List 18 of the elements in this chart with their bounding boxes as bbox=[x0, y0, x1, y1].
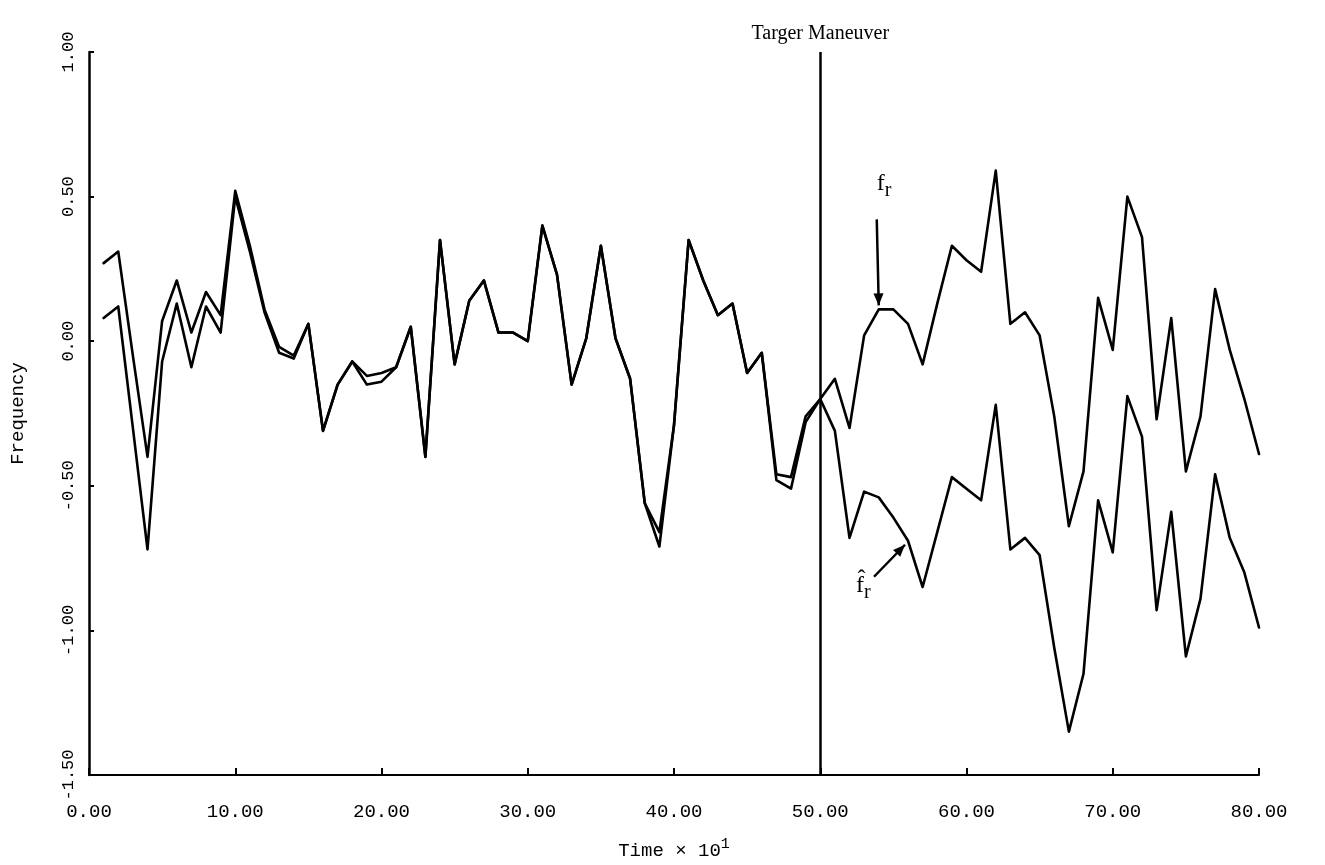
x-tick-label: 10.00 bbox=[206, 800, 264, 823]
y-tick-label: -1.00 bbox=[59, 604, 78, 656]
x-tick-label: 70.00 bbox=[1084, 800, 1142, 823]
y-tick-label: -1.50 bbox=[59, 749, 78, 801]
x-tick-label: 40.00 bbox=[645, 800, 703, 823]
ref-line-label: Targer Maneuver bbox=[751, 21, 890, 44]
y-tick-label: 1.00 bbox=[59, 31, 78, 73]
x-tick-label: 20.00 bbox=[352, 800, 411, 823]
annotation: f̂$_{r}$ bbox=[856, 570, 871, 603]
y-tick-label: 0.50 bbox=[59, 176, 78, 218]
x-tick-label: 30.00 bbox=[499, 800, 557, 823]
y-tick-label: 0.00 bbox=[59, 320, 78, 362]
x-tick-label: 60.00 bbox=[937, 800, 996, 823]
annotation: f$_{r}$ bbox=[876, 169, 892, 202]
y-axis-title: Frequency bbox=[6, 362, 29, 465]
x-tick-label: 50.00 bbox=[791, 800, 849, 823]
x-tick-label: 80.00 bbox=[1230, 800, 1288, 823]
y-tick-label: -0.50 bbox=[59, 460, 78, 512]
